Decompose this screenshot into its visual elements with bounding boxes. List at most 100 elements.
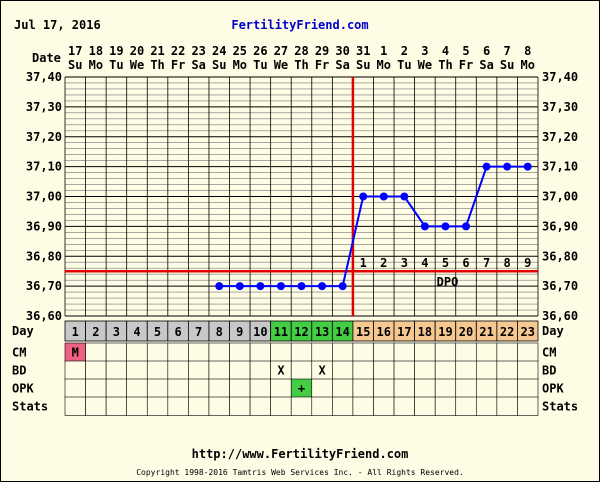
temperature-point (359, 192, 368, 201)
temperature-point (318, 282, 327, 291)
weekday-label: Tu (397, 58, 411, 72)
y-tick-left: 37,30 (26, 100, 62, 114)
cycle-day-number: 1 (72, 325, 79, 339)
weekday-label: Mo (233, 58, 247, 72)
y-tick-right: 37,40 (542, 70, 578, 84)
cycle-day-number: 7 (195, 325, 202, 339)
opk-cell (167, 378, 189, 398)
stats-cell (373, 396, 395, 416)
date-label: 7 (504, 44, 511, 58)
opk-cell (85, 378, 107, 398)
bd-cell (455, 360, 477, 380)
weekday-label: Sa (191, 58, 205, 72)
bd-cell (332, 360, 354, 380)
bd-cell (517, 360, 539, 380)
date-label: 24 (212, 44, 226, 58)
bd-cell (476, 360, 498, 380)
stats-cell (85, 396, 107, 416)
cycle-day-number: 2 (92, 325, 99, 339)
opk-cell (455, 378, 477, 398)
opk-mark: + (298, 382, 305, 396)
cm-cell (208, 342, 230, 362)
cm-cell (496, 342, 518, 362)
stats-cell (393, 396, 415, 416)
cm-cell (352, 342, 374, 362)
bd-mark: X (277, 364, 285, 378)
bd-cell (352, 360, 374, 380)
temperature-point (503, 162, 512, 171)
stats-cell (496, 396, 518, 416)
bd-cell (105, 360, 127, 380)
opk-cell (311, 378, 333, 398)
dpo-label: 6 (462, 256, 469, 270)
bd-cell (414, 360, 436, 380)
y-tick-left: 36,60 (26, 309, 62, 323)
date-label: 27 (274, 44, 288, 58)
stats-cell (311, 396, 333, 416)
bd-cell (64, 360, 86, 380)
bd-cell (146, 360, 169, 380)
cm-cell (270, 342, 292, 362)
stats-cell (476, 396, 498, 416)
opk-cell (146, 378, 169, 398)
stats-cell (352, 396, 374, 416)
weekday-label: We (418, 58, 432, 72)
cycle-day-number: 12 (294, 325, 308, 339)
cm-mark: M (72, 346, 79, 360)
stats-cell (249, 396, 271, 416)
cycle-day-number: 21 (479, 325, 493, 339)
cycle-day-number: 14 (335, 325, 349, 339)
cm-cell (146, 342, 169, 362)
cm-cell (290, 342, 313, 362)
date-label: 25 (233, 44, 247, 58)
date-label: 31 (356, 44, 370, 58)
weekday-label: Su (68, 58, 82, 72)
stats-row-label: Stats (12, 400, 48, 414)
stats-row-label-right: Stats (542, 400, 578, 414)
weekday-label: Fr (315, 58, 329, 72)
bd-cell (208, 360, 230, 380)
opk-cell (393, 378, 415, 398)
stats-cell (229, 396, 251, 416)
footer-copyright: Copyright 1998-2016 Tamtris Web Services… (136, 468, 464, 477)
opk-cell (373, 378, 395, 398)
cycle-day-number: 20 (459, 325, 473, 339)
date-label: 5 (462, 44, 469, 58)
opk-cell (249, 378, 271, 398)
weekday-label: Th (438, 58, 452, 72)
date-label: 6 (483, 44, 490, 58)
date-label: 29 (315, 44, 329, 58)
stats-cell (414, 396, 436, 416)
opk-cell (270, 378, 292, 398)
temperature-point (235, 282, 244, 291)
cm-cell (126, 342, 148, 362)
weekday-label: Mo (89, 58, 103, 72)
dpo-label: 2 (380, 256, 387, 270)
cycle-day-number: 5 (154, 325, 161, 339)
weekday-label: Tu (109, 58, 123, 72)
cm-cell (434, 342, 457, 362)
dpo-title: DPO (437, 275, 459, 289)
weekday-label: Mo (520, 58, 534, 72)
cm-cell (393, 342, 415, 362)
cycle-day-number: 4 (133, 325, 140, 339)
weekday-label: We (130, 58, 144, 72)
stats-cell (270, 396, 292, 416)
cm-cell (455, 342, 477, 362)
cycle-day-number: 11 (274, 325, 288, 339)
stats-cell (167, 396, 189, 416)
date-label: 19 (109, 44, 123, 58)
opk-cell (434, 378, 457, 398)
opk-cell (476, 378, 498, 398)
cycle-day-number: 23 (520, 325, 534, 339)
weekday-label: Su (356, 58, 370, 72)
dpo-label: 9 (524, 256, 531, 270)
stats-cell (517, 396, 539, 416)
bd-cell (373, 360, 395, 380)
weekday-label: Sa (479, 58, 493, 72)
cm-cell (414, 342, 436, 362)
day-row-label-right: Day (542, 324, 564, 338)
y-tick-left: 36,70 (26, 279, 62, 293)
y-tick-left: 37,20 (26, 130, 62, 144)
temperature-line (219, 165, 528, 288)
